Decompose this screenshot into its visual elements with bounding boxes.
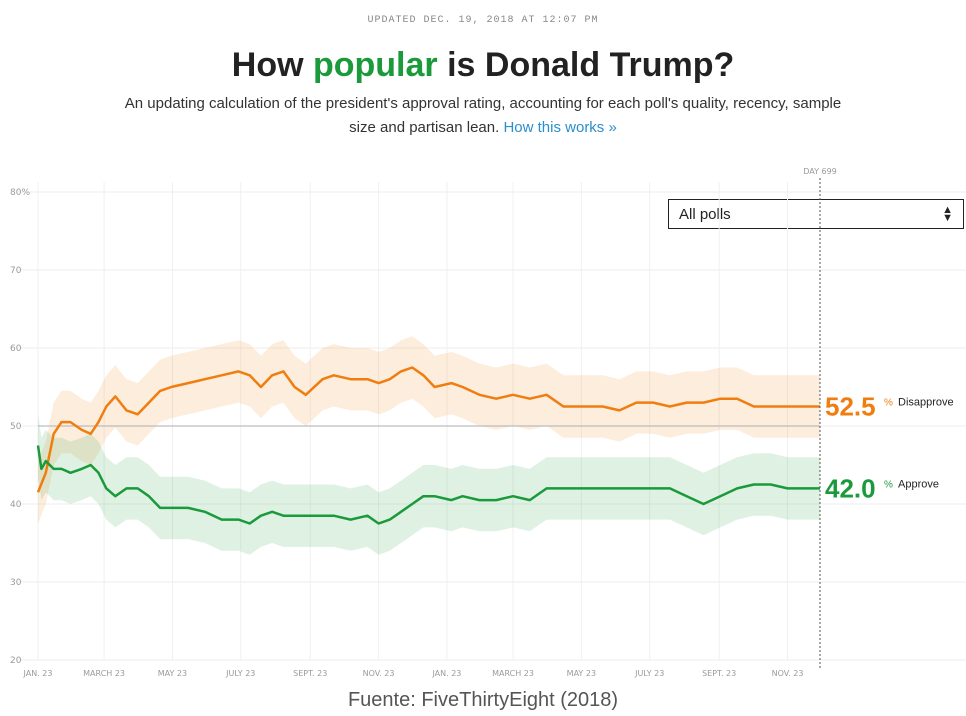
approve-series-label: Approve (898, 478, 939, 490)
title-accent-word: popular (312, 46, 438, 84)
disapprove-series-label: Disapprove (898, 397, 954, 409)
page-subtitle: An updating calculation of the president… (110, 92, 856, 140)
disapprove-end-value: 52.5 (825, 392, 876, 422)
select-arrows-icon: ▲ ▼ (942, 204, 953, 224)
approve-line (36, 445, 820, 525)
title-prefix: How (231, 46, 313, 84)
y-tick-label: 40 (10, 500, 22, 510)
x-tick-label: JAN. 23 (23, 669, 53, 678)
x-tick-label: SEPT. 23 (293, 669, 327, 678)
y-tick-label: 50 (10, 422, 22, 432)
y-tick-label: 20 (10, 656, 22, 666)
approve-band (38, 414, 820, 555)
x-tick-label: JULY 23 (225, 669, 255, 678)
x-tick-label: MAY 23 (567, 669, 596, 678)
chart-lines (36, 366, 820, 525)
x-tick-label: MARCH 23 (83, 669, 125, 678)
how-this-works-link[interactable]: How this works » (503, 119, 617, 136)
y-tick-label: 80% (10, 188, 30, 198)
x-axis-ticks: JAN. 23 MARCH 23 MAY 23 JULY 23 SEPT. 23 NOV.… (23, 669, 804, 678)
x-tick-label: JAN. 23 (431, 669, 461, 678)
source-caption: Fuente: FiveThirtyEight (2018) (347, 689, 619, 711)
y-tick-label: 60 (10, 344, 22, 354)
page-title: How popular is Donald Trump? (0, 46, 966, 85)
approve-end-value: 42.0 (825, 473, 876, 503)
x-tick-label: MARCH 23 (492, 669, 534, 678)
approve-end-unit: % (884, 479, 893, 490)
chart-bands (38, 336, 820, 555)
poll-filter-value: All polls (679, 205, 731, 223)
updated-timestamp: UPDATED DEC. 19, 2018 AT 12:07 PM (367, 15, 599, 26)
series-end-labels: 52.5% Disapprove 42.0% Approve (825, 392, 954, 504)
y-tick-label: 70 (10, 266, 22, 276)
disapprove-band (38, 336, 820, 524)
x-tick-label: SEPT. 23 (702, 669, 736, 678)
poll-filter-select[interactable]: All polls ▲ ▼ (668, 199, 964, 229)
disapprove-end-unit: % (884, 398, 893, 409)
x-tick-label: NOV. 23 (772, 669, 804, 678)
subtitle-text: An updating calculation of the president… (124, 95, 842, 136)
current-day-label: DAY 699 (803, 167, 837, 176)
title-suffix: is Donald Trump? (437, 46, 735, 84)
y-tick-label: 30 (10, 578, 22, 588)
approval-chart: 80% 70 60 50 40 30 20 JAN. 23 MARCH 23 MAY 23 JUL… (10, 167, 966, 678)
disapprove-line (36, 366, 820, 493)
current-day-marker: DAY 699 (803, 167, 837, 668)
x-tick-label: MAY 23 (158, 669, 187, 678)
y-axis-ticks: 80% 70 60 50 40 30 20 (10, 188, 30, 666)
x-tick-label: JULY 23 (634, 669, 664, 678)
x-tick-label: NOV. 23 (363, 669, 395, 678)
